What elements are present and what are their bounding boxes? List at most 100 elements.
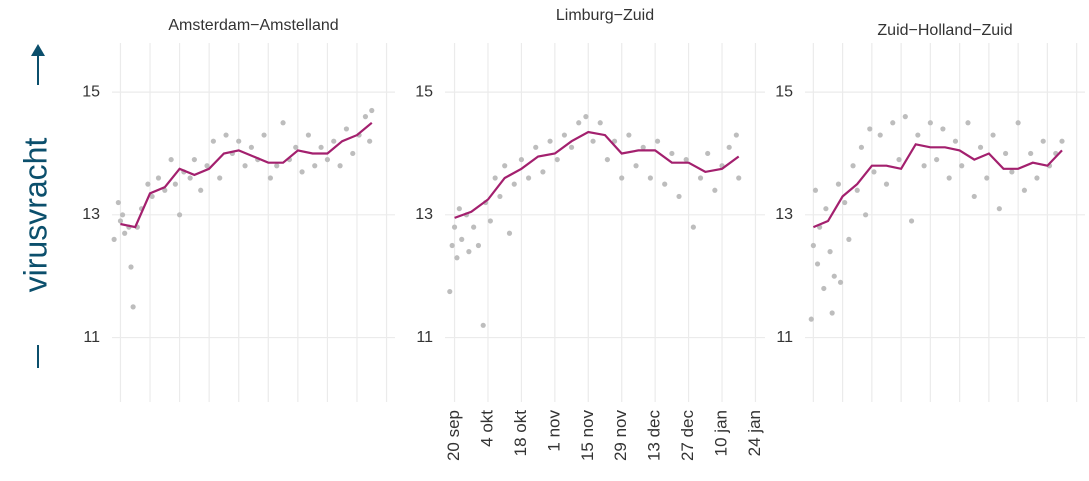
data-point	[176, 212, 183, 218]
data-point	[669, 150, 675, 157]
data-point	[236, 138, 242, 144]
data-point	[367, 138, 373, 144]
data-point	[604, 156, 610, 163]
data-point	[867, 126, 873, 132]
x-tick-label: 15 nov	[578, 410, 597, 462]
data-point	[454, 255, 460, 261]
x-tick-label: 10 jan	[711, 410, 730, 456]
data-point	[128, 264, 134, 270]
data-point	[145, 181, 151, 187]
data-point	[858, 144, 865, 150]
data-point	[506, 230, 513, 236]
data-point	[690, 224, 696, 230]
data-point	[1040, 138, 1046, 144]
data-point	[198, 187, 204, 193]
data-point	[155, 175, 162, 181]
data-point	[733, 132, 739, 138]
data-point	[149, 193, 155, 200]
data-point	[619, 175, 625, 181]
data-point	[940, 126, 946, 132]
panel-title: Amsterdam−Amstelland	[168, 17, 338, 34]
data-point	[823, 206, 829, 212]
data-point	[267, 175, 273, 181]
data-point	[597, 120, 603, 126]
data-point	[280, 120, 286, 126]
data-point	[475, 242, 482, 249]
data-point	[111, 236, 117, 242]
x-tick-label: 1 nov	[544, 410, 563, 452]
data-point	[583, 114, 589, 120]
data-point	[456, 206, 462, 212]
data-point	[492, 175, 498, 181]
data-point	[471, 224, 477, 230]
data-point	[223, 132, 229, 138]
trend-line	[120, 121, 373, 229]
data-point	[511, 181, 517, 187]
data-point	[971, 193, 977, 200]
data-point	[990, 132, 996, 138]
data-point	[829, 310, 835, 316]
data-point	[331, 138, 337, 144]
data-point	[842, 199, 848, 206]
data-point	[934, 156, 940, 163]
data-point	[883, 181, 890, 187]
y-tick-label: 13	[775, 206, 793, 223]
data-point	[662, 181, 668, 187]
y-tick-label: 13	[415, 206, 433, 223]
data-point	[318, 144, 324, 150]
data-point	[561, 132, 568, 138]
x-tick-label: 18 okt	[511, 410, 530, 457]
data-point	[736, 175, 742, 181]
data-point	[1015, 120, 1021, 126]
data-point	[977, 144, 984, 150]
data-point	[683, 156, 689, 163]
y-tick-label: 13	[82, 206, 100, 223]
data-point	[518, 156, 525, 163]
data-point	[952, 138, 959, 144]
data-point	[626, 132, 632, 138]
data-point	[343, 126, 350, 132]
y-tick-label: 11	[83, 329, 100, 346]
y-tick-label: 15	[775, 83, 793, 100]
data-point	[362, 114, 369, 120]
data-point	[466, 249, 472, 255]
panel: Limburg−Zuid 11 13 15 20 sep 4 okt 18 okt 1 nov…	[415, 7, 765, 461]
data-point	[814, 261, 821, 267]
data-point	[1034, 175, 1040, 181]
data-point	[908, 218, 915, 224]
data-point	[312, 163, 318, 169]
panel: Zuid−Holland−Zuid 11 13 15	[775, 22, 1085, 402]
data-point	[248, 144, 254, 150]
data-point	[487, 218, 493, 224]
data-point	[447, 288, 453, 295]
data-point	[712, 187, 718, 193]
x-tick-label: 24 jan	[745, 410, 764, 456]
data-point	[293, 144, 299, 150]
x-tick-label: 13 dec	[645, 410, 664, 462]
data-point	[996, 206, 1002, 212]
y-tick-label: 11	[776, 329, 793, 346]
data-point	[324, 156, 331, 163]
data-point	[877, 132, 883, 138]
y-tick-label: 15	[415, 83, 433, 100]
data-point	[554, 156, 560, 163]
data-point	[115, 199, 121, 206]
data-point	[640, 144, 646, 150]
data-point	[896, 156, 902, 163]
data-point	[697, 175, 704, 181]
data-point	[568, 144, 575, 150]
data-point	[449, 242, 455, 249]
data-point	[821, 285, 827, 292]
panel: Amsterdam−Amstelland 11 13 15	[82, 17, 395, 402]
data-point	[162, 187, 168, 193]
data-point	[540, 169, 546, 175]
data-point	[1002, 150, 1009, 157]
data-point	[168, 156, 174, 163]
data-point	[187, 175, 193, 181]
y-tick-label: 11	[416, 329, 433, 346]
data-point	[480, 322, 486, 328]
x-tick-label: 20 sep	[444, 410, 463, 461]
data-point	[525, 175, 532, 181]
data-point	[831, 273, 837, 279]
data-point	[1021, 187, 1028, 193]
